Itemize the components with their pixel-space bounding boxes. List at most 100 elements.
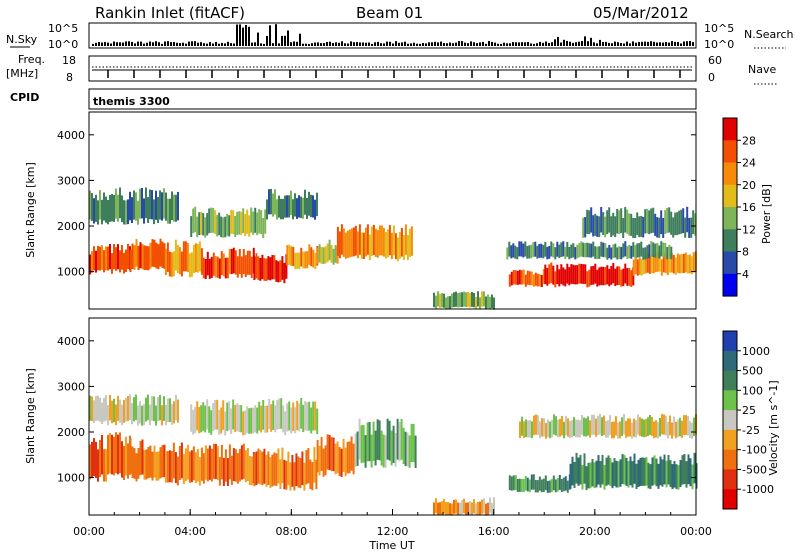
range-cell <box>439 293 441 308</box>
range-cell <box>611 421 613 439</box>
range-cell <box>628 244 631 259</box>
range-cell <box>264 209 267 234</box>
nsearch-tick-high: 10^5 <box>704 22 734 35</box>
range-cell <box>224 449 227 482</box>
range-cell <box>625 420 627 438</box>
range-cell <box>200 211 203 235</box>
range-cell <box>151 190 153 220</box>
range-cell <box>623 455 626 485</box>
range-cell <box>242 411 245 436</box>
range-cell <box>670 252 673 273</box>
colorbar-swatch <box>723 207 737 230</box>
range-cell <box>212 252 215 276</box>
power-colorbar-label: Power [dB] <box>760 184 773 244</box>
range-cell <box>272 193 274 217</box>
nsky-bar <box>674 41 676 46</box>
range-cell <box>366 224 369 255</box>
range-cell <box>364 227 367 257</box>
nsky-bar <box>158 42 160 46</box>
nsky-bar <box>383 43 385 46</box>
range-cell <box>93 400 95 423</box>
colorbar-tick-label: 12 <box>742 223 756 236</box>
y-tick-label: 1000 <box>57 472 85 485</box>
range-cell <box>344 447 347 477</box>
colorbar-swatch <box>723 370 737 391</box>
range-cell <box>348 441 351 474</box>
range-cell <box>615 416 617 436</box>
range-cell <box>658 217 661 238</box>
range-cell <box>316 247 319 265</box>
range-cell <box>159 447 162 479</box>
nsky-bar <box>185 43 187 46</box>
nsky-bar <box>266 35 268 46</box>
range-cell <box>536 273 539 287</box>
nsky-bar <box>452 43 454 46</box>
range-cell <box>294 253 297 270</box>
range-cell <box>212 207 215 233</box>
range-cell <box>155 451 158 481</box>
range-cell <box>649 464 652 490</box>
range-cell <box>109 244 111 270</box>
range-cell <box>579 420 581 438</box>
range-cell <box>267 256 270 280</box>
range-cell <box>682 253 685 273</box>
range-cell <box>653 455 656 485</box>
range-cell <box>510 476 513 491</box>
range-cell <box>306 402 309 431</box>
nsky-bar <box>125 41 127 46</box>
range-cell <box>294 407 297 434</box>
range-cell <box>177 191 179 221</box>
range-cell <box>655 420 657 438</box>
range-cell <box>129 394 131 420</box>
colorbar-swatch <box>723 449 737 470</box>
nsky-bar <box>545 41 547 46</box>
range-cell <box>298 252 301 269</box>
range-cell <box>400 227 403 257</box>
range-cell <box>582 264 585 284</box>
range-cell <box>583 453 586 484</box>
range-cell <box>208 445 211 480</box>
nsky-bar <box>209 42 211 46</box>
range-cell <box>137 245 140 271</box>
range-cell <box>598 267 601 286</box>
nsky-bar <box>626 41 628 46</box>
range-cell <box>358 224 361 255</box>
range-cell <box>89 444 91 480</box>
range-cell <box>590 266 593 285</box>
range-cell <box>342 228 345 257</box>
range-cell <box>103 449 105 482</box>
data-band <box>506 241 673 260</box>
range-cell <box>577 419 579 438</box>
nsky-histogram <box>92 24 694 46</box>
range-cell <box>268 189 270 215</box>
colorbar-tick-label: 8 <box>742 246 749 259</box>
range-cell <box>540 243 543 258</box>
range-cell <box>587 416 589 436</box>
range-cell <box>370 226 373 256</box>
range-cell <box>623 414 625 435</box>
range-cell <box>616 266 619 285</box>
nsky-bar <box>659 42 661 46</box>
nsky-bar <box>356 42 358 46</box>
range-cell <box>175 394 177 421</box>
range-cell <box>190 252 193 277</box>
range-cell <box>228 444 231 480</box>
y-tick-label: 4000 <box>57 335 85 348</box>
range-cell <box>435 295 437 309</box>
range-cell <box>680 254 683 274</box>
range-cell <box>544 264 547 285</box>
range-cell <box>489 296 491 310</box>
range-cell <box>477 501 479 515</box>
range-cell <box>663 454 666 485</box>
range-cell <box>404 224 407 255</box>
range-cell <box>627 418 629 437</box>
nsky-bar <box>599 39 601 46</box>
range-cell <box>580 241 583 257</box>
range-cell <box>408 435 411 468</box>
range-cell <box>406 432 409 467</box>
range-cell <box>250 256 253 278</box>
nsky-bar <box>182 42 184 46</box>
range-cell <box>230 209 233 234</box>
range-cell <box>174 239 177 271</box>
